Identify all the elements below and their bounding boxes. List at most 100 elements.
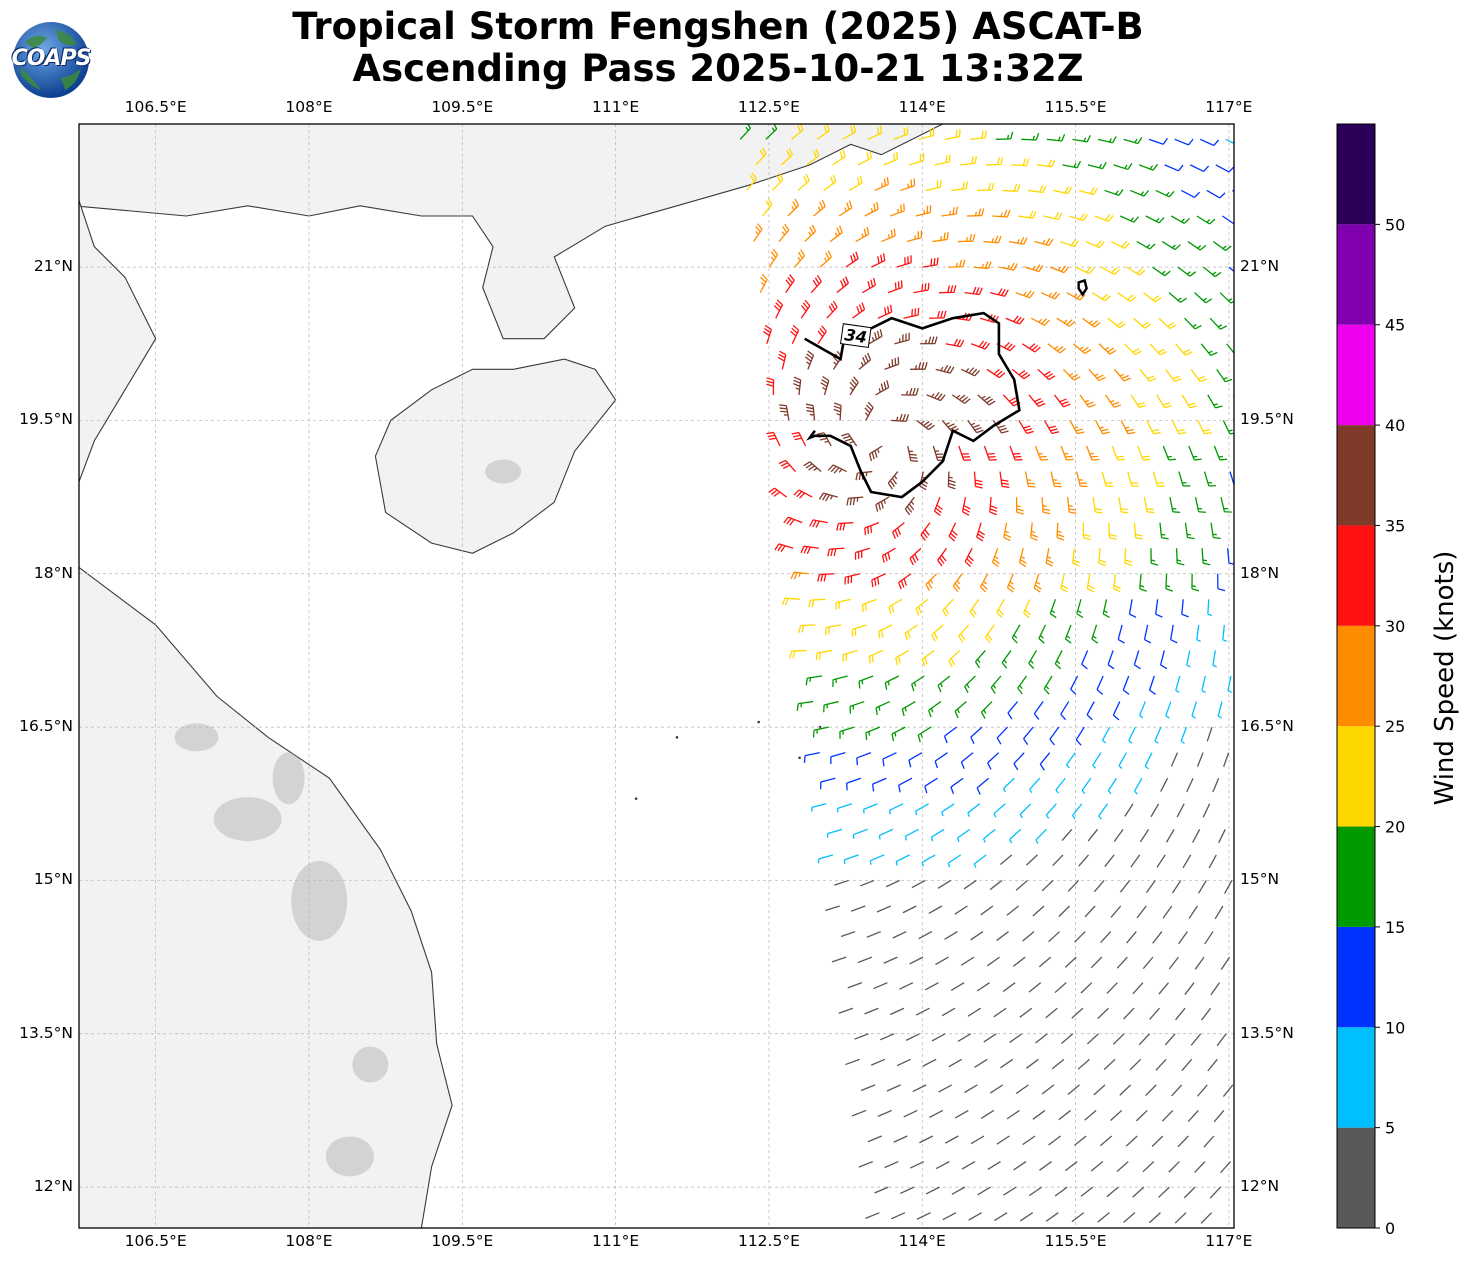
wind-barb [881,228,896,243]
wind-barb [872,777,887,792]
wind-barb [909,547,922,566]
wind-barb [839,726,855,739]
colorbar-frame [1336,123,1376,1229]
wind-barb [820,376,830,396]
wind-barb [938,285,957,294]
wind-barb [865,1212,880,1219]
wind-barb [836,522,854,531]
wind-barb [911,675,925,692]
wind-barb [989,288,1009,297]
wind-barb [1174,138,1194,146]
wind-barb [925,179,942,192]
wind-barb [983,235,1002,244]
wind-barb [1127,471,1140,487]
contour-label-box [839,323,872,349]
wind-barb [899,178,916,192]
terrain-shade [213,797,282,842]
wind-barb [1072,343,1092,355]
wind-barb [925,1186,940,1195]
wind-barb [1047,343,1066,354]
wind-barb [846,496,864,506]
wind-barb [787,198,800,217]
wind-barb [942,1212,957,1221]
colorbar-tick-label: 10 [1385,1018,1405,1037]
wind-barb [906,230,923,243]
land-vietnam-north [79,198,157,488]
wind-barb [1133,522,1143,540]
wind-barb [1113,828,1124,842]
wind-barb [990,675,1002,694]
wind-barb [858,352,872,370]
wind-barb [1075,266,1095,275]
wind-barb [944,1135,959,1144]
wind-barb [1003,522,1012,542]
wind-barb [1158,317,1177,330]
wind-barb [1024,471,1036,488]
wind-barb [1055,777,1066,794]
wind-barb [893,1135,908,1143]
wind-barb [1011,158,1030,167]
wind-barb [1071,548,1080,567]
wind-barb [752,223,763,242]
wind-barb [1203,471,1217,487]
wind-barb [1210,522,1221,540]
wind-barb [1169,496,1181,514]
lat-tick-left: 13.5°N [19,1023,73,1042]
colorbar: 0 5 10 15 20 25 30 35 40 45 50 [1336,123,1405,1238]
wind-barb [810,275,822,294]
lat-tick-left: 21°N [33,257,73,276]
wind-barb [1130,394,1147,409]
wind-barb [1038,956,1052,968]
wind-barb [1082,522,1091,541]
wind-barb [1064,956,1077,968]
wind-barb [1119,1084,1132,1096]
wind-barb [1029,777,1041,794]
wind-barb [1164,1033,1176,1046]
wind-barb [1100,266,1120,276]
wind-barb [1072,803,1083,820]
wind-barb [1202,803,1211,818]
colorbar-label: Wind Speed (knots) [1430,550,1460,806]
wind-barb [876,905,891,913]
wind-barb [898,573,912,590]
wind-barb [1095,420,1110,435]
wind-barb [1013,1161,1027,1171]
wind-barb [1045,1212,1059,1222]
wind-barb [1023,599,1031,619]
wind-barb [1222,752,1230,768]
wind-barb [1052,854,1064,867]
wind-barb [980,701,993,719]
wind-barb [1162,905,1173,919]
wind-barb [1194,496,1206,513]
wind-barb [857,150,873,166]
colorbar-bin [1337,224,1375,325]
wind-barb [892,522,905,539]
wind-barb [950,982,965,991]
wind-barb [1132,1186,1145,1198]
wind-barb [977,1186,991,1196]
wind-barb [1056,522,1065,541]
wind-barb [1170,752,1179,767]
wind-barb [1040,291,1061,300]
wind-barb [1033,573,1042,593]
wind-barb [976,777,990,795]
wind-barb [904,828,919,841]
wind-barb [846,777,862,791]
wind-barb [867,1135,882,1143]
lat-tick-left: 15°N [33,870,73,889]
colorbar-bin [1337,425,1375,526]
wind-barb [868,445,883,462]
wind-barb [896,1058,911,1067]
wind-barb [970,726,983,744]
wind-barb [980,905,994,916]
wind-barb [877,1109,892,1117]
wind-barb [994,1212,1008,1222]
wind-barb [815,649,833,661]
wind-barb [1056,317,1076,327]
wind-barb [1060,701,1070,721]
wind-barb [746,172,757,191]
wind-barb [1025,1058,1039,1069]
wind-barb [858,1160,873,1168]
colorbar-tick-label: 20 [1385,818,1405,837]
wind-barb [1182,854,1192,869]
